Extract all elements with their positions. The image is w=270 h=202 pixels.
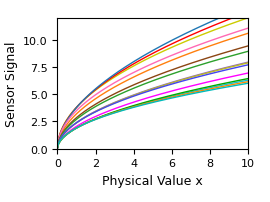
Y-axis label: Sensor Signal: Sensor Signal (5, 41, 18, 126)
X-axis label: Physical Value x: Physical Value x (102, 174, 203, 187)
